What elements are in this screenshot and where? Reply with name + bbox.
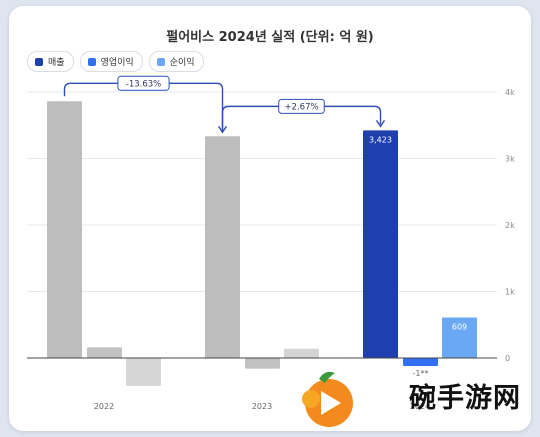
change-badge-label-1: +2.67% [284, 102, 318, 112]
y-tick-label-0: 0 [505, 354, 510, 363]
bar-2022-2 [126, 358, 161, 386]
bar-2023-0 [205, 136, 240, 358]
bar-2022-1 [87, 347, 122, 358]
x-tick-label-2023: 2023 [252, 402, 272, 411]
chart-title: 펄어비스 2024년 실적 (단위: 억 원) [166, 30, 374, 45]
legend-item-net-income[interactable]: 순이익 [148, 51, 204, 72]
data-label-2024-2: 609 [452, 323, 467, 332]
x-tick-label-2022: 2022 [94, 402, 114, 411]
bar-2024-1 [403, 358, 438, 366]
legend-label-revenue: 매출 [48, 58, 65, 68]
legend-label-operating-profit: 영업이익 [100, 58, 134, 68]
legend-item-revenue[interactable]: 매출 [27, 51, 74, 72]
x-tick-label-2024: 2024 [410, 402, 430, 411]
legend-swatch-operating-profit [87, 57, 96, 66]
change-arrowhead-0 [217, 125, 228, 134]
bar-2024-2 [442, 317, 477, 358]
watermark: 碗手游网 [281, 363, 531, 431]
bar-2023-2 [284, 348, 319, 358]
legend-label-net-income: 순이익 [169, 58, 195, 68]
y-tick-label-3: 3k [505, 155, 515, 164]
legend: 매출 영업이익 순이익 [27, 51, 204, 72]
chart-card: 펄어비스 2024년 실적 (단위: 억 원) 매출 영업이익 순이익 0 1k 2… [9, 6, 531, 431]
change-badge-1 [278, 98, 325, 114]
change-arrowhead-1 [375, 119, 386, 128]
bar-chart: 0 1k 2k 3k 4k 3,423 -1** 609 2022 2023 2024 -13.63%… [27, 75, 515, 411]
bar-2024-0 [363, 130, 398, 358]
y-tick-label-4: 4k [505, 88, 515, 97]
y-tick-label-2: 2k [505, 221, 515, 230]
bar-2022-0 [47, 101, 82, 358]
change-badge-0 [117, 75, 170, 91]
data-label-2024-1: -1** [413, 369, 429, 378]
data-label-2024-0: 3,423 [369, 135, 392, 144]
legend-item-operating-profit[interactable]: 영업이익 [79, 51, 143, 72]
bar-2023-1 [245, 358, 280, 369]
watermark-text: 碗手游网 [409, 383, 521, 414]
change-badge-label-0: -13.63% [126, 79, 161, 89]
legend-swatch-revenue [35, 57, 43, 66]
orange-play-logo-icon [302, 371, 353, 427]
y-tick-label-1: 1k [505, 288, 515, 297]
legend-swatch-net-income [156, 57, 165, 66]
